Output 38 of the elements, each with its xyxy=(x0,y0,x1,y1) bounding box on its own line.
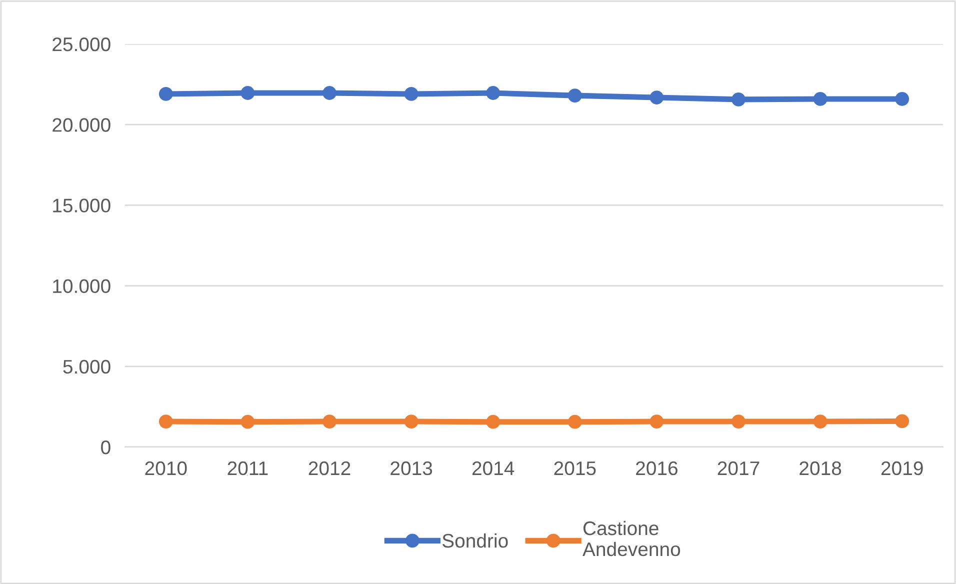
point xyxy=(895,414,910,428)
x-tick-label: 2015 xyxy=(554,461,596,476)
point xyxy=(568,88,582,103)
legend-label: Castione Andevenno xyxy=(582,520,680,556)
x-tick-label: 2018 xyxy=(800,461,842,476)
point xyxy=(322,414,336,428)
x-tick-label: 2014 xyxy=(472,461,514,476)
point xyxy=(813,414,828,428)
point xyxy=(404,414,418,428)
point xyxy=(158,87,173,101)
point xyxy=(813,92,828,106)
point xyxy=(322,86,336,100)
y-tick-label: 10.000 xyxy=(53,279,110,294)
y-tick-label: 5.000 xyxy=(63,360,110,374)
point xyxy=(895,92,910,106)
y-tick-label: 20.000 xyxy=(52,118,110,132)
point xyxy=(650,414,664,428)
legend-label: Sondrio xyxy=(442,533,508,548)
point xyxy=(486,414,500,429)
y-tick-label: 0 xyxy=(101,440,110,454)
point xyxy=(486,86,500,100)
x-tick-label: 2012 xyxy=(308,461,350,476)
x-tick-label: 2016 xyxy=(636,461,678,476)
y-tick-label: 15.000 xyxy=(53,198,110,212)
point xyxy=(404,87,418,101)
point xyxy=(240,414,255,429)
point xyxy=(650,90,664,104)
x-tick-label: 2017 xyxy=(718,461,760,476)
point xyxy=(240,86,255,100)
x-tick-label: 2019 xyxy=(881,461,923,476)
x-tick-label: 2013 xyxy=(390,461,432,476)
point xyxy=(732,92,746,106)
point xyxy=(158,414,173,428)
x-tick-label: 2011 xyxy=(228,461,268,476)
x-tick-label: 2010 xyxy=(145,461,187,476)
point xyxy=(732,414,746,428)
y-tick-label: 25.000 xyxy=(52,37,110,52)
point xyxy=(568,414,582,429)
